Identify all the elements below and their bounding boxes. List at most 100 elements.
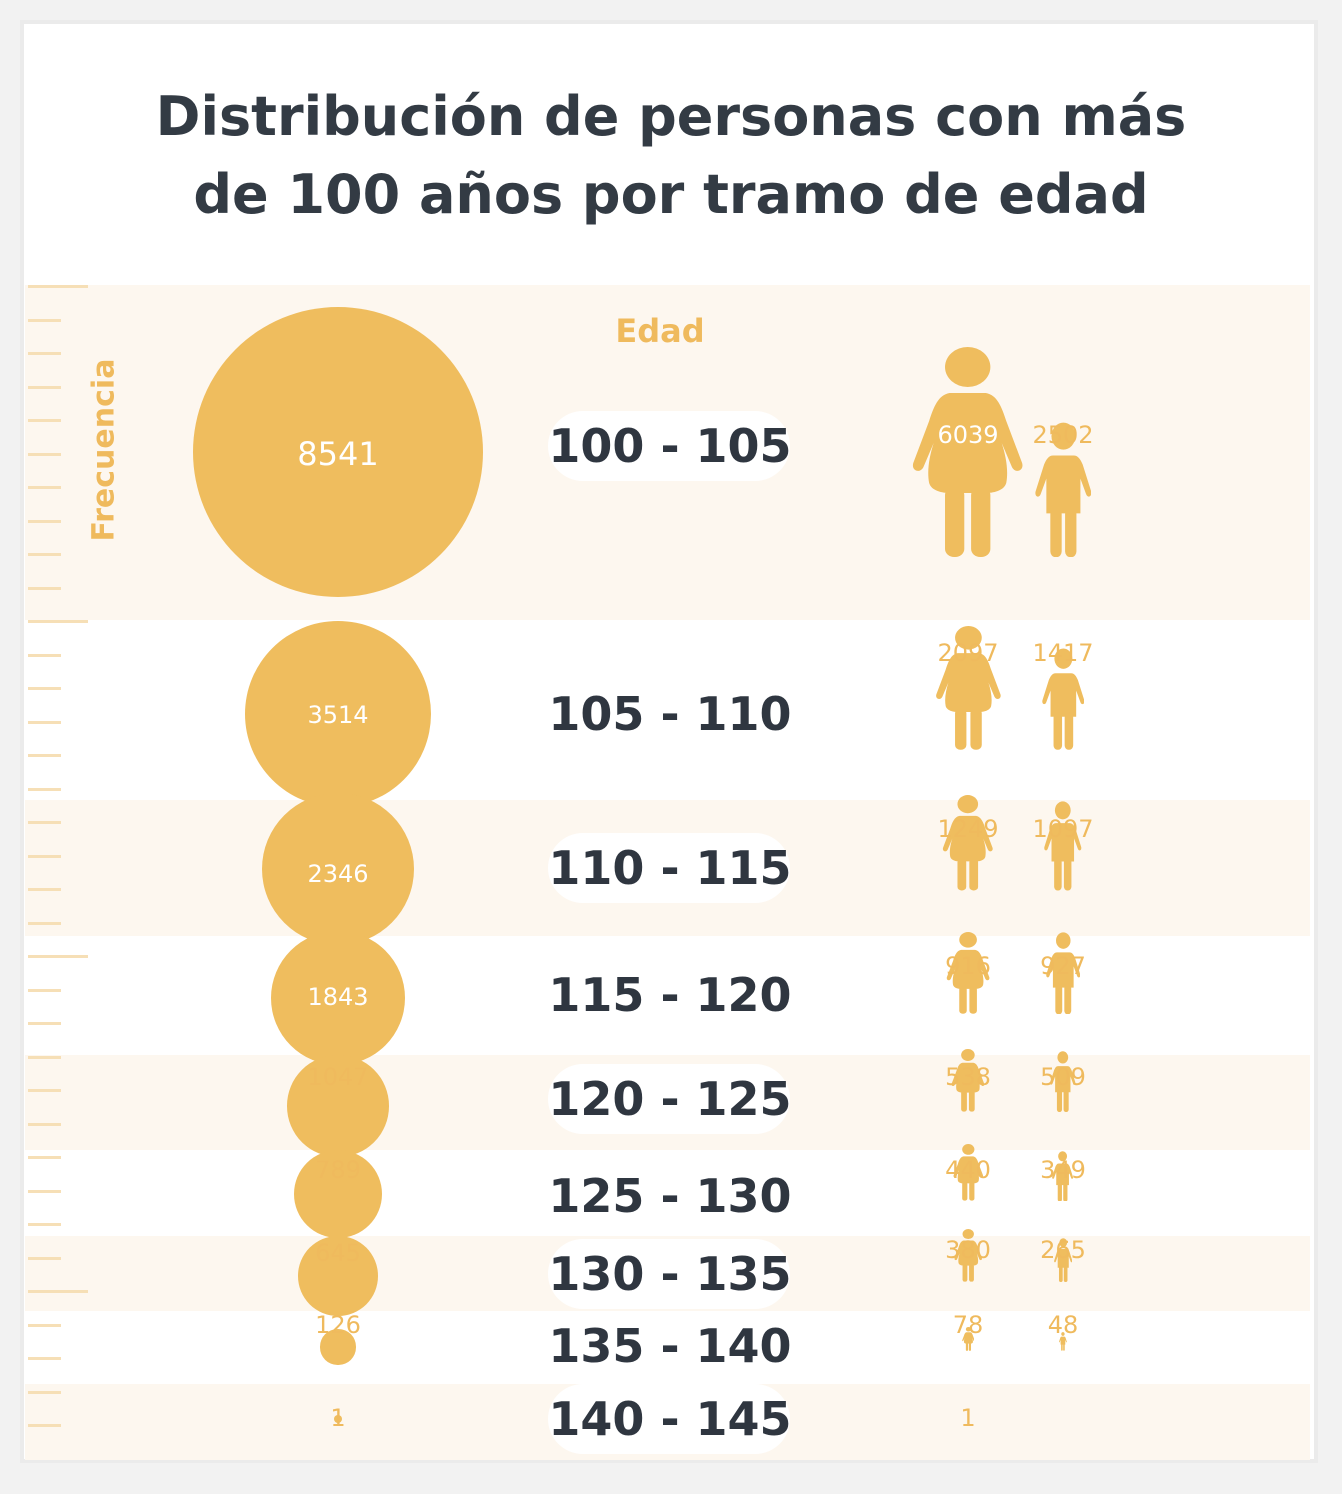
ruler-tick: [28, 1056, 61, 1059]
men-count: 48: [1047, 1311, 1079, 1339]
women-count: 78: [952, 1311, 984, 1339]
ruler-tick: [28, 1089, 61, 1092]
women-count: 1: [960, 1404, 976, 1432]
frequency-value: 126: [315, 1311, 361, 1339]
man-figure-icon: [1044, 801, 1082, 891]
women-count: 538: [945, 1063, 991, 1091]
age-range-label: 125 - 130: [548, 1169, 792, 1223]
men-count: 2502: [1032, 421, 1094, 449]
ruler-tick: [28, 352, 61, 355]
ruler-tick: [28, 855, 61, 858]
man-figure-icon: [1041, 648, 1085, 750]
title-line-1: Distribución de personas con más: [155, 85, 1187, 148]
range-pill: [548, 411, 790, 481]
man-figure-icon: [1052, 1150, 1074, 1201]
ruler-tick: [28, 687, 61, 690]
frequency-bubble: [270, 930, 406, 1066]
frequency-bubble: [320, 1329, 356, 1365]
range-pill: [548, 833, 790, 903]
ruler-tick: [28, 955, 88, 958]
ruler-tick: [28, 553, 61, 556]
woman-figure-icon: [911, 347, 1024, 557]
woman-figure-icon: [954, 1229, 982, 1282]
ruler-tick: [28, 285, 88, 288]
woman-figure-icon: [946, 932, 990, 1014]
woman-figure-icon: [961, 1327, 975, 1351]
frequency-bubble: [244, 620, 431, 807]
frequency-value: 1843: [307, 983, 369, 1011]
age-range-label: 130 - 135: [548, 1247, 792, 1301]
ruler-tick: [28, 754, 61, 757]
frequency-value: 8541: [297, 435, 379, 473]
women-count: 380: [945, 1236, 991, 1264]
men-count: 509: [1040, 1063, 1086, 1091]
age-range-label: 115 - 120: [548, 968, 792, 1022]
ruler-tick: [28, 1290, 88, 1293]
ruler-tick: [28, 1156, 61, 1159]
man-figure-icon: [1059, 1332, 1067, 1351]
woman-figure-icon: [935, 626, 1002, 750]
men-count: 1417: [1032, 639, 1094, 667]
man-figure-icon: [1053, 1238, 1073, 1282]
women-count: 440: [945, 1156, 991, 1184]
ruler-tick: [28, 721, 61, 724]
age-column-label: Edad: [615, 312, 705, 350]
title-line-2: de 100 años por tramo de edad: [193, 163, 1149, 226]
frequency-axis-label: Frecuencia: [86, 358, 122, 542]
ruler-tick: [28, 486, 61, 489]
frequency-bubble: [334, 1415, 342, 1423]
man-figure-icon: [1034, 422, 1092, 557]
man-figure-icon: [1050, 1051, 1076, 1112]
range-pill: [548, 1384, 790, 1454]
ruler-tick: [28, 821, 61, 824]
frequency-value: 789: [315, 1156, 361, 1184]
woman-figure-icon: [953, 1144, 984, 1201]
ruler-tick: [28, 654, 61, 657]
ruler-tick: [28, 989, 61, 992]
ruler-tick: [28, 1123, 61, 1126]
ruler-tick: [28, 1324, 61, 1327]
frequency-bubble: [262, 793, 414, 945]
man-figure-icon: [1045, 932, 1081, 1014]
ruler-tick: [28, 888, 61, 891]
women-count: 916: [945, 952, 991, 980]
men-count: 927: [1040, 952, 1086, 980]
frequency-value: 3514: [307, 701, 369, 729]
men-count: 265: [1040, 1236, 1086, 1264]
woman-figure-icon: [951, 1049, 985, 1112]
frequency-bubble: [298, 1236, 378, 1316]
frequency-value: 1: [330, 1404, 346, 1432]
ruler-tick: [28, 1223, 61, 1226]
ruler-tick: [28, 1424, 61, 1427]
women-count: 1249: [937, 815, 999, 843]
ruler-tick: [28, 1257, 61, 1260]
range-pill: [548, 1239, 790, 1309]
age-range-label: 110 - 115: [548, 841, 792, 895]
women-count: 2097: [937, 639, 999, 667]
men-count: 349: [1040, 1156, 1086, 1184]
ruler-tick: [28, 922, 61, 925]
ruler-tick: [28, 319, 61, 322]
chart-title: Distribución de personas con más de 100 …: [0, 78, 1342, 234]
ruler-tick: [28, 520, 61, 523]
men-count: 1097: [1032, 815, 1094, 843]
age-range-label: 100 - 105: [548, 419, 792, 473]
frequency-bubble: [193, 307, 483, 597]
ruler-tick: [28, 1357, 61, 1360]
ruler-tick: [28, 1190, 61, 1193]
ruler-tick: [28, 788, 61, 791]
frequency-value: 645: [315, 1239, 361, 1267]
frequency-bubble: [287, 1055, 389, 1157]
range-pill: [548, 1064, 790, 1134]
age-range-label: 105 - 110: [548, 687, 792, 741]
ruler-tick: [28, 1391, 61, 1394]
ruler-tick: [28, 1022, 61, 1025]
age-range-label: 140 - 145: [548, 1392, 792, 1446]
ruler-tick: [28, 587, 61, 590]
frequency-value: 2346: [307, 860, 369, 888]
ruler-tick: [28, 453, 61, 456]
ruler-tick: [28, 419, 61, 422]
frequency-bubble: [293, 1149, 383, 1239]
women-count: 6039: [937, 421, 999, 449]
infographic-card: [20, 20, 1318, 1463]
